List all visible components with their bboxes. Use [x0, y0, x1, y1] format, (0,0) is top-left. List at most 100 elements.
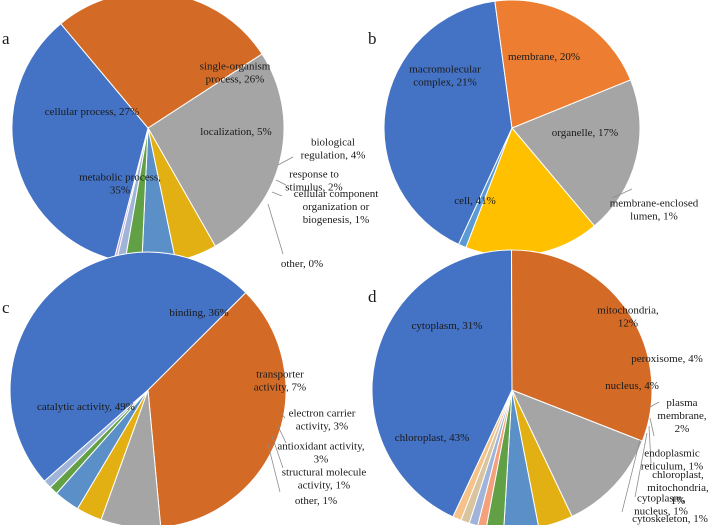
slice-label-line: other, 1% [295, 495, 337, 507]
slice-label-line: metabolic process, [79, 172, 161, 184]
slice-label-line: cellular process, 27% [45, 106, 139, 118]
slice-label: electron carrier activity, 3% [289, 408, 356, 433]
slice-label-line: regulation, 4% [301, 150, 366, 162]
slice-label-line: lumen, 1% [630, 211, 678, 223]
pie-slice [511, 249, 653, 442]
leader-line [275, 179, 287, 186]
slice-label-line: mitochondria, [597, 305, 659, 317]
slice-label: cellular component organization or biogene… [294, 188, 379, 226]
panel-letter: a [2, 29, 10, 48]
slice-label-line: membrane-enclosed [610, 198, 699, 210]
pie-chart-c: binding, 36% transporter activity, 7% elect… [9, 251, 367, 525]
slice-label-line: localization, 5% [200, 126, 271, 138]
slice-label-line: organelle, 17% [552, 127, 618, 139]
slice-label-line: activity, 1% [298, 480, 350, 492]
slice-label-line: complex, 21% [413, 77, 477, 89]
slice-label: response to stimulus, 2% [285, 169, 342, 194]
pie-slice [503, 389, 539, 525]
slice-label-line: structural molecule [282, 467, 367, 479]
slice-label: cellular process, 27% [45, 106, 139, 118]
pie-slice [511, 389, 643, 518]
pie-slice [11, 22, 149, 261]
leader-line [271, 191, 283, 197]
leader-line [271, 435, 284, 469]
slice-label: chloroplast, mitochondria, 1% [647, 469, 709, 507]
slice-label-line: electron carrier [289, 408, 356, 420]
slice-label-line: 3% [314, 454, 329, 466]
pie-chart-d: mitochondria, 12%peroxisome, 4%nucleus, 4… [371, 249, 709, 525]
slice-label-line: plasma [666, 397, 697, 409]
slice-label-line: cell, 41% [454, 195, 496, 207]
slice-label: biological regulation, 4% [301, 137, 366, 162]
pie-slice [511, 389, 573, 525]
slice-label-line: stimulus, 2% [285, 182, 342, 194]
slice-label: transporter activity, 7% [254, 369, 306, 394]
leader-line [280, 412, 286, 419]
leader-line [277, 425, 287, 444]
slice-label-line: 1% [671, 495, 686, 507]
leader-line [621, 439, 641, 513]
slice-label-line: biogenesis, 1% [303, 214, 370, 226]
slice-label: macromolecular complex, 21% [409, 64, 481, 89]
leader-line [649, 417, 655, 437]
pie-slice [60, 0, 263, 129]
slice-label: antioxidant activity, 3% [277, 441, 365, 466]
slice-label: other, 0% [281, 258, 323, 270]
slice-label-line: response to [289, 169, 339, 181]
slice-label-line: cytoplasm, [637, 493, 685, 505]
slice-label: endoplasmic reticulum, 1% [641, 448, 703, 473]
slice-label-line: activity, 7% [254, 382, 306, 394]
slice-label-line: transporter [256, 369, 304, 381]
slice-label-line: process, 26% [206, 74, 265, 86]
slice-label-line: endoplasmic [644, 448, 700, 460]
slice-label: cell, 41% [454, 195, 496, 207]
pie-slice [147, 291, 287, 525]
slice-label: single-organism process, 26% [200, 61, 271, 86]
slice-label-line: 12% [618, 318, 638, 330]
pie-slice [371, 249, 513, 518]
leader-line [611, 188, 633, 199]
slice-label-line: cytoplasm, 31% [412, 320, 483, 332]
leader-line [634, 432, 648, 498]
slice-label: nucleus, 4% [605, 380, 659, 392]
pie-chart-a: single-organism process, 26% localization,… [11, 0, 379, 270]
slice-label-line: macromolecular [409, 64, 481, 76]
slice-label: binding, 36% [169, 307, 228, 319]
slice-label: cytoplasm, nucleus, 1% [634, 493, 688, 518]
slice-label: chloroplast, 43% [395, 432, 470, 444]
slice-label-line: peroxisome, 4% [631, 353, 702, 365]
slice-label-line: organization or [303, 201, 370, 213]
leader-line [267, 203, 284, 255]
slice-label: membrane, 20% [508, 51, 580, 63]
slice-label: structural molecule activity, 1% [282, 467, 367, 492]
slice-label-line: binding, 36% [169, 307, 228, 319]
pie-slice [494, 0, 632, 129]
slice-label: other, 1% [295, 495, 337, 507]
slice-label: cytoskeleton, 1% [632, 513, 708, 525]
slice-label-line: 35% [110, 185, 130, 197]
slice-label-line: chloroplast, [652, 469, 704, 481]
slice-label: plasma membrane, 2% [657, 397, 706, 435]
slice-label-line: cellular component [294, 188, 379, 200]
slice-label-line: antioxidant activity, [277, 441, 365, 453]
slice-label: organelle, 17% [552, 127, 618, 139]
slice-label-line: chloroplast, 43% [395, 432, 470, 444]
pie-chart-b: membrane, 20% organelle, 17% membrane-encl… [383, 0, 699, 257]
leader-line [649, 401, 660, 408]
slice-label-line: reticulum, 1% [641, 461, 703, 473]
leader-line [277, 156, 294, 166]
pie-slice [147, 53, 285, 247]
slice-label-line: other, 0% [281, 258, 323, 270]
slice-label-line: catalytic activity, 49% [37, 401, 135, 413]
slice-label-line: membrane, 20% [508, 51, 580, 63]
slice-label: membrane-enclosed lumen, 1% [610, 198, 699, 223]
slice-label: metabolic process, 35% [79, 172, 161, 197]
slice-label: mitochondria, 12% [597, 305, 659, 330]
pie-slice [383, 0, 513, 245]
slice-label-line: membrane, [657, 410, 706, 422]
slice-label: cytoplasm, 31% [412, 320, 483, 332]
slice-label: localization, 5% [200, 126, 271, 138]
slice-label-line: mitochondria, [647, 482, 709, 494]
slice-label-line: activity, 3% [296, 421, 348, 433]
